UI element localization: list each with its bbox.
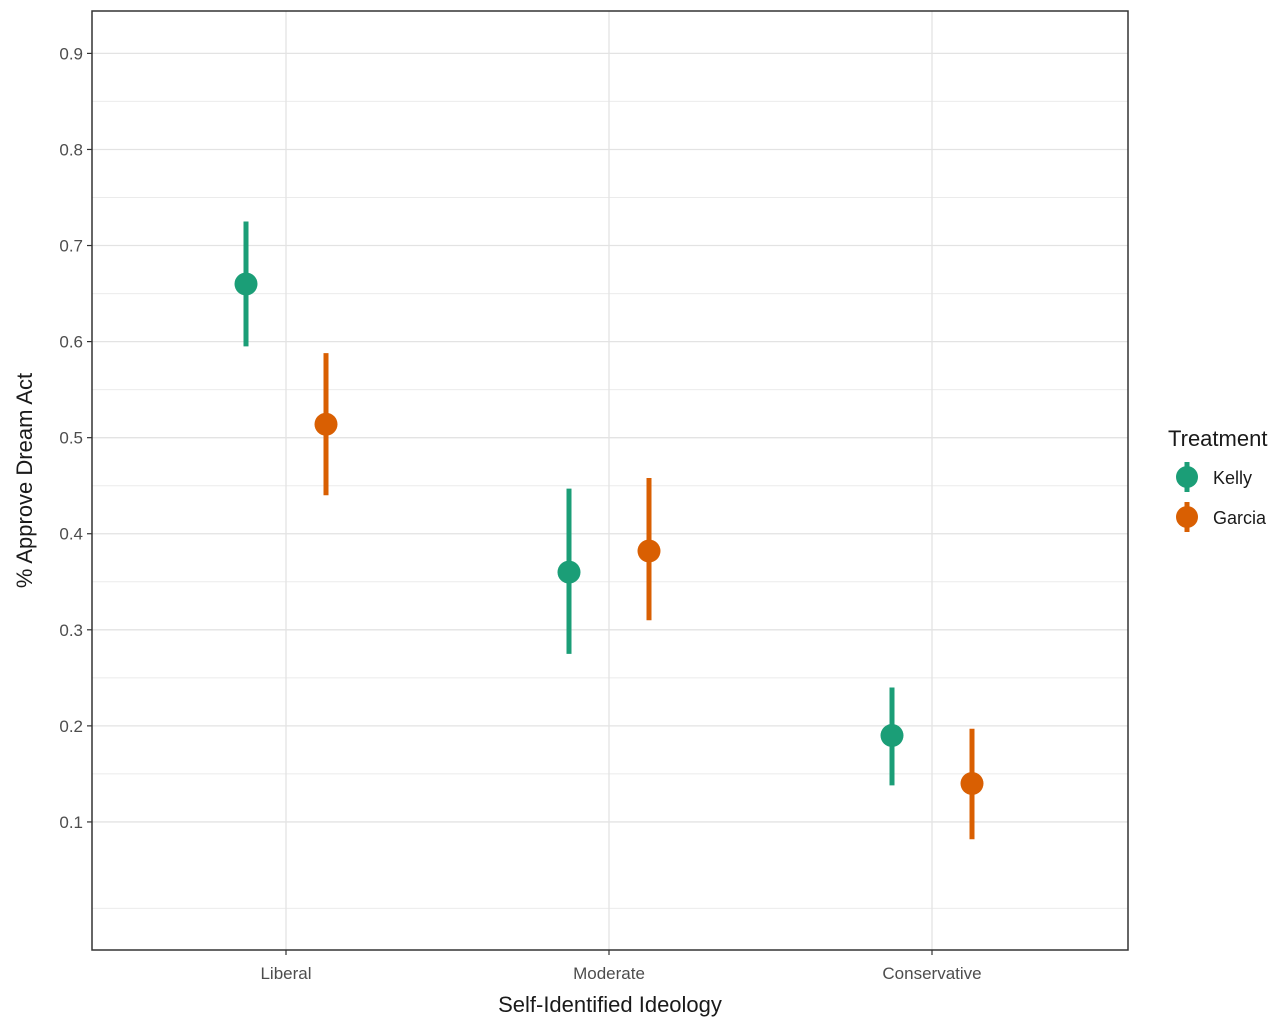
point-kelly — [234, 272, 258, 296]
y-axis: 0.1 0.2 0.3 0.4 0.5 0.6 0.7 0.8 0.9 — [59, 44, 92, 832]
legend-label-garcia: Garcia — [1213, 508, 1267, 528]
x-tick-label: Conservative — [882, 964, 981, 983]
y-tick-label: 0.9 — [59, 44, 83, 63]
major-gridlines — [92, 11, 1128, 950]
y-tick-label: 0.4 — [59, 525, 83, 544]
legend-key-point-kelly — [1176, 466, 1198, 488]
legend-title: Treatment — [1168, 426, 1267, 451]
panel-border — [91, 10, 1129, 951]
point-garcia — [314, 412, 338, 436]
y-tick-label: 0.7 — [59, 237, 83, 256]
minor-gridlines — [92, 100, 1128, 909]
y-tick-label: 0.5 — [59, 429, 83, 448]
x-axis: Liberal Moderate Conservative — [260, 950, 982, 983]
data-marks — [234, 221, 984, 840]
y-tick-label: 0.3 — [59, 621, 83, 640]
legend: Treatment Kelly Garcia — [1168, 426, 1267, 532]
y-tick-label: 0.6 — [59, 333, 83, 352]
point-kelly — [880, 723, 904, 747]
point-garcia — [960, 772, 984, 796]
y-tick-label: 0.8 — [59, 140, 83, 159]
x-tick-label: Liberal — [260, 964, 311, 983]
x-tick-label: Moderate — [573, 964, 645, 983]
y-tick-label: 0.2 — [59, 717, 83, 736]
y-axis-title: % Approve Dream Act — [12, 373, 37, 588]
legend-key-point-garcia — [1176, 506, 1198, 528]
point-kelly — [557, 560, 581, 584]
y-tick-label: 0.1 — [59, 813, 83, 832]
point-garcia — [637, 539, 661, 563]
legend-label-kelly: Kelly — [1213, 468, 1252, 488]
x-axis-title: Self-Identified Ideology — [498, 992, 722, 1017]
